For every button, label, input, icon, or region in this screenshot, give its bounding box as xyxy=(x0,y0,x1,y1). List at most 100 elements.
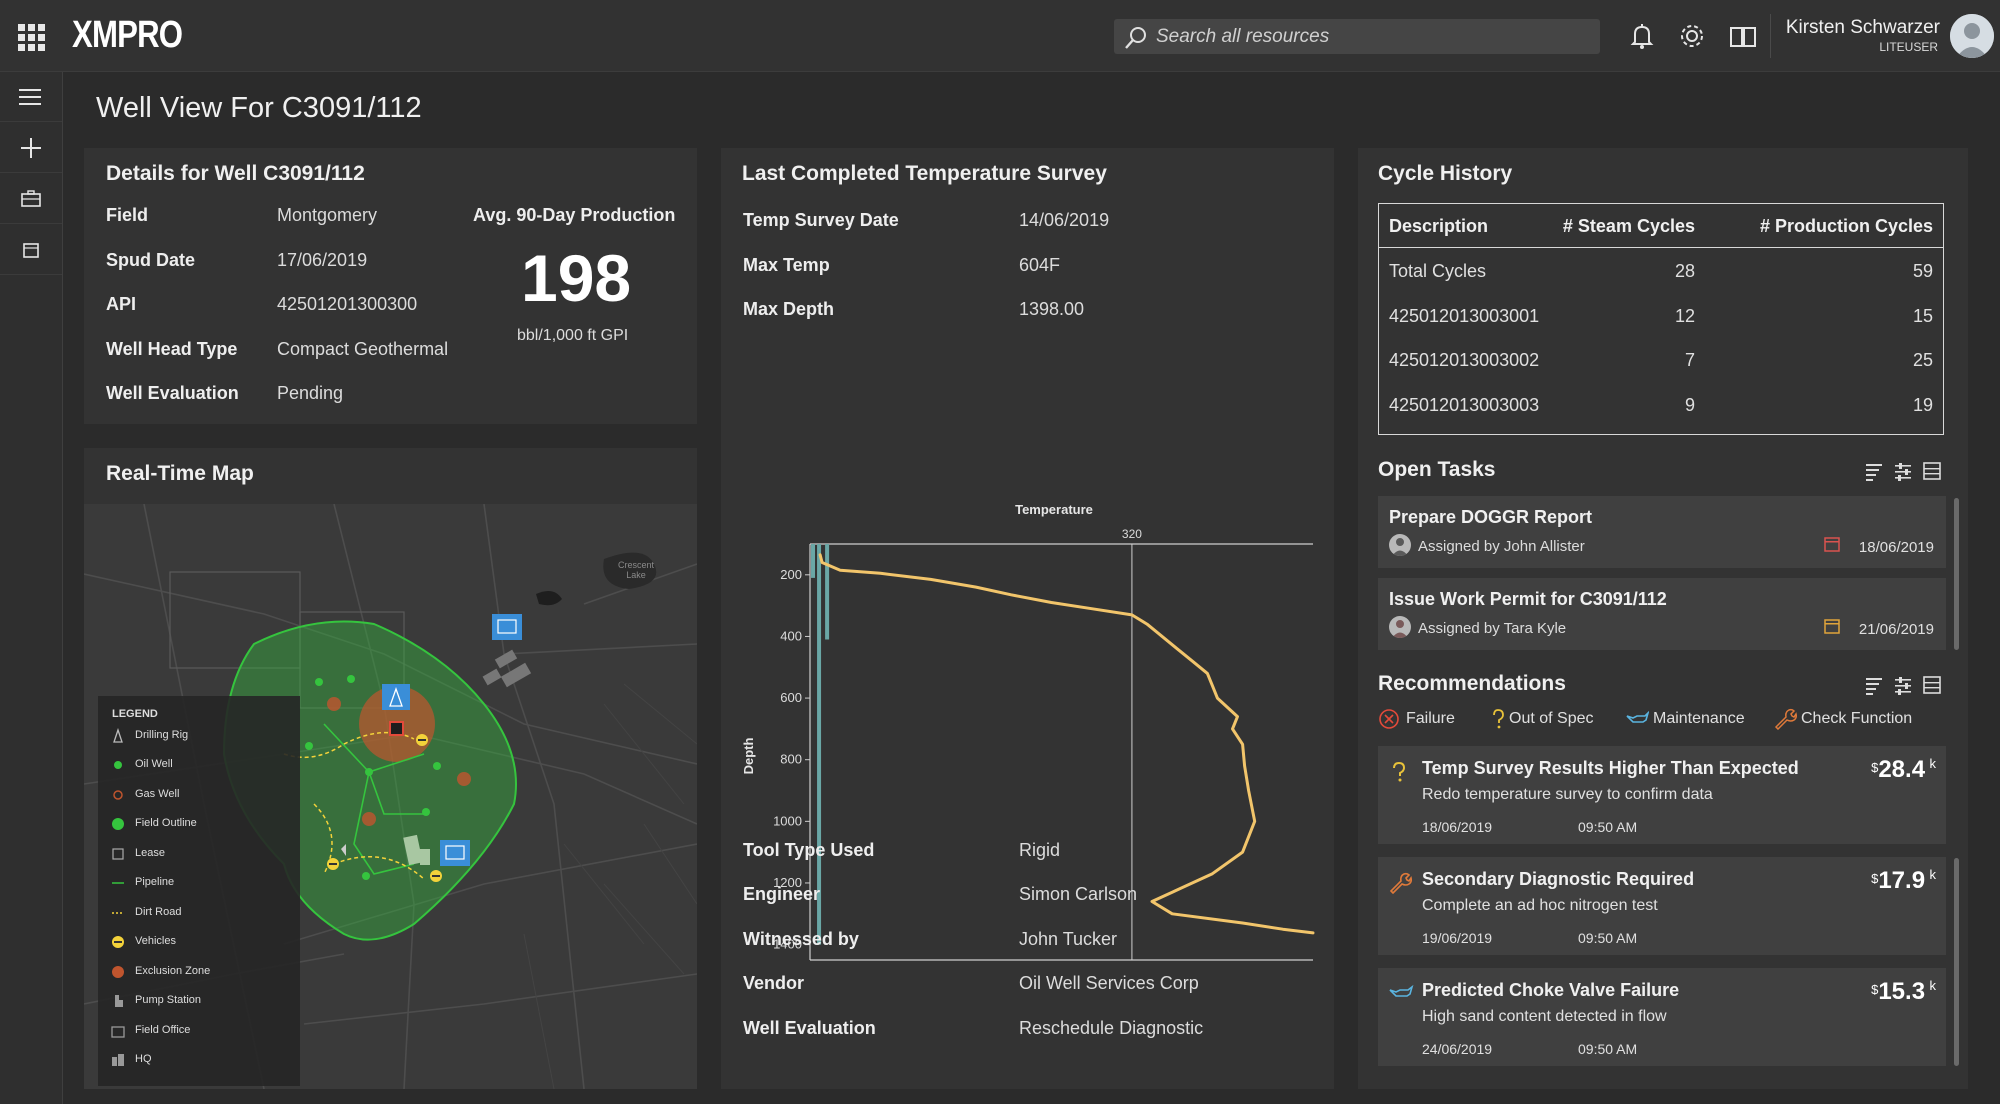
recommendation-card[interactable]: Secondary Diagnostic Required Complete a… xyxy=(1378,857,1946,955)
survey-label: Max Depth xyxy=(743,299,835,319)
y-axis-label: Depth xyxy=(741,738,756,775)
detail-value: Pending xyxy=(277,383,344,403)
pump-station-icon xyxy=(115,995,123,1007)
recommendation-time: 09:50 AM xyxy=(1578,1041,1638,1057)
survey-value: John Tucker xyxy=(1019,929,1118,949)
column-header[interactable]: # Production Cycles xyxy=(1759,216,1933,236)
recommendation-date: 19/06/2019 xyxy=(1422,930,1493,946)
survey-label: Temp Survey Date xyxy=(743,210,899,230)
detail-value: Compact Geothermal xyxy=(277,339,449,359)
filter-sliders-icon[interactable] xyxy=(1895,677,1911,695)
recommendation-date: 24/06/2019 xyxy=(1422,1041,1493,1057)
task-title[interactable]: Prepare DOGGR Report xyxy=(1389,507,1593,527)
search-box[interactable] xyxy=(1114,19,1600,54)
list-view-icon[interactable] xyxy=(1923,676,1941,694)
filter-label: Failure xyxy=(1406,710,1455,727)
package-button[interactable] xyxy=(0,225,62,275)
list-view-icon[interactable] xyxy=(1923,462,1941,480)
user-avatar[interactable] xyxy=(1950,14,1994,58)
y-tick-label: 800 xyxy=(780,752,802,767)
filter-out-of-spec[interactable]: Out of Spec xyxy=(1487,708,1607,732)
map-canvas[interactable]: Crescent Lake LEGEND Drilling Rig Oil We… xyxy=(84,504,697,1089)
cost-value: 15.3 xyxy=(1878,978,1926,1005)
legend-item: Lease xyxy=(110,844,300,864)
detail-value: 17/06/2019 xyxy=(277,250,368,270)
production-label: Avg. 90-Day Production xyxy=(473,205,676,225)
recommendation-card[interactable]: Temp Survey Results Higher Than Expected… xyxy=(1378,746,1946,844)
legend-label: Oil Well xyxy=(135,758,173,770)
recommendation-card[interactable]: Predicted Choke Valve Failure High sand … xyxy=(1378,968,1946,1066)
recommendation-title[interactable]: Temp Survey Results Higher Than Expected xyxy=(1422,758,1799,778)
cost-value: 17.9 xyxy=(1878,867,1926,894)
wrench-icon xyxy=(1389,872,1412,895)
detail-value: 42501201300300 xyxy=(277,294,418,314)
legend-label: Pipeline xyxy=(135,876,175,888)
dirt-road-icon xyxy=(112,912,124,914)
y-tick-label: 1400 xyxy=(773,937,802,952)
tasks-scrollbar[interactable] xyxy=(1954,498,1959,650)
question-icon xyxy=(1393,761,1406,782)
detail-value: Montgomery xyxy=(277,205,378,225)
filter-sliders-icon[interactable] xyxy=(1895,463,1911,481)
menu-button[interactable] xyxy=(0,72,62,122)
task-card[interactable]: Prepare DOGGR Report Assigned by John Al… xyxy=(1378,496,1946,568)
legend-item: Pump Station xyxy=(110,991,300,1011)
column-header[interactable]: Description xyxy=(1389,216,1489,236)
field-outline-icon xyxy=(112,818,124,830)
hamburger-icon xyxy=(19,88,41,105)
temperature-depth-chart: Temperature Depth 200 400 600 800 1000 1200 1400… xyxy=(741,502,1315,961)
sort-icon[interactable] xyxy=(1866,464,1882,481)
user-role: LITEUSER xyxy=(1879,40,1938,54)
legend-item: Gas Well xyxy=(110,785,300,805)
add-button[interactable] xyxy=(0,123,62,173)
legend-title: LEGEND xyxy=(112,708,158,720)
page-title: Well View For C3091/112 xyxy=(96,92,422,124)
gear-icon[interactable] xyxy=(1676,20,1708,52)
app-logo[interactable]: XMPRO xyxy=(72,14,183,56)
legend-label: Dirt Road xyxy=(135,906,182,918)
calendar-icon xyxy=(1824,619,1840,634)
cost-currency: $ xyxy=(1871,871,1879,886)
field-office-icon xyxy=(111,1026,125,1038)
cell-description: 425012013003001 xyxy=(1389,306,1540,326)
cell-production: 25 xyxy=(1912,350,1933,370)
filter-check-function[interactable]: Check Function xyxy=(1773,708,1923,732)
apps-grid-icon[interactable] xyxy=(18,24,45,51)
task-due-date: 21/06/2019 xyxy=(1858,621,1934,638)
y-tick-label: 1200 xyxy=(773,875,802,890)
cell-production: 19 xyxy=(1912,395,1933,415)
recommendation-title[interactable]: Secondary Diagnostic Required xyxy=(1422,869,1695,889)
legend-label: Pump Station xyxy=(135,994,202,1006)
user-name[interactable]: Kirsten Schwarzer xyxy=(1785,17,1940,38)
bell-icon[interactable] xyxy=(1626,20,1658,52)
recommendations-title: Recommendations xyxy=(1378,672,1566,695)
pipeline-icon xyxy=(112,882,124,884)
task-card[interactable]: Issue Work Permit for C3091/112 Assigned… xyxy=(1378,578,1946,650)
legend-label: HQ xyxy=(135,1053,152,1065)
sort-icon[interactable] xyxy=(1866,678,1882,695)
survey-value: Reschedule Diagnostic xyxy=(1019,1018,1204,1038)
recommendation-title[interactable]: Predicted Choke Valve Failure xyxy=(1422,980,1680,1000)
recommendation-description: Complete an ad hoc nitrogen test xyxy=(1422,897,1658,914)
task-assigned: Assigned by John Allister xyxy=(1418,538,1585,555)
filter-failure[interactable]: Failure xyxy=(1378,708,1488,732)
task-title[interactable]: Issue Work Permit for C3091/112 xyxy=(1389,589,1667,609)
column-header[interactable]: # Steam Cycles xyxy=(1562,216,1695,236)
cost-unit: k xyxy=(1929,756,1937,771)
y-tick-label: 1000 xyxy=(773,813,802,828)
legend-item: Drilling Rig xyxy=(110,726,300,746)
book-icon[interactable] xyxy=(1727,20,1759,52)
recommendations-scrollbar[interactable] xyxy=(1954,858,1959,1066)
search-input[interactable] xyxy=(1156,19,1586,54)
survey-value: 1398.00 xyxy=(1019,299,1085,319)
legend-label: Field Office xyxy=(135,1024,191,1036)
filter-label: Out of Spec xyxy=(1509,710,1594,727)
detail-label: API xyxy=(106,294,137,314)
cell-steam: 9 xyxy=(1684,395,1695,415)
briefcase-button[interactable] xyxy=(0,174,62,224)
oil-can-icon xyxy=(1626,710,1650,723)
filter-maintenance[interactable]: Maintenance xyxy=(1625,708,1755,732)
cost-unit: k xyxy=(1929,978,1937,993)
legend-item: Pipeline xyxy=(110,873,300,893)
task-assigned: Assigned by Tara Kyle xyxy=(1418,620,1567,637)
